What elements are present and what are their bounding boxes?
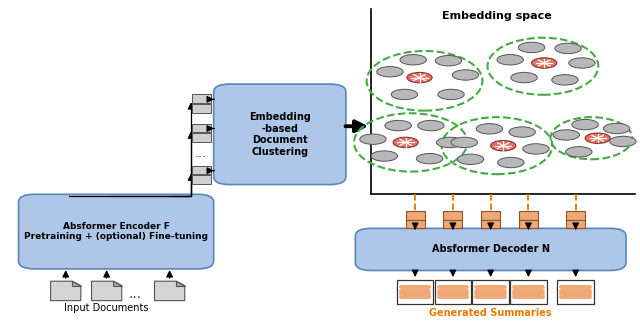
FancyBboxPatch shape: [472, 280, 509, 304]
Polygon shape: [51, 281, 81, 301]
Ellipse shape: [438, 89, 464, 100]
Ellipse shape: [458, 154, 484, 164]
Text: ...: ...: [129, 287, 141, 301]
FancyBboxPatch shape: [444, 212, 462, 220]
Ellipse shape: [532, 58, 557, 68]
FancyBboxPatch shape: [406, 212, 424, 220]
FancyBboxPatch shape: [557, 280, 594, 304]
FancyBboxPatch shape: [481, 220, 500, 228]
Ellipse shape: [400, 55, 426, 65]
Polygon shape: [92, 281, 122, 301]
Ellipse shape: [385, 120, 412, 131]
Ellipse shape: [610, 136, 636, 146]
Ellipse shape: [393, 137, 419, 147]
FancyBboxPatch shape: [481, 212, 500, 220]
Ellipse shape: [491, 141, 516, 151]
Ellipse shape: [585, 133, 611, 144]
Ellipse shape: [417, 153, 443, 164]
FancyBboxPatch shape: [191, 104, 211, 112]
Text: Embedding
-based
Document
Clustering: Embedding -based Document Clustering: [249, 112, 310, 157]
FancyBboxPatch shape: [191, 124, 211, 132]
Text: ...: ...: [195, 147, 207, 160]
Ellipse shape: [418, 120, 444, 131]
FancyBboxPatch shape: [191, 166, 211, 174]
Text: Embedding space: Embedding space: [442, 11, 552, 21]
Ellipse shape: [377, 67, 403, 77]
Ellipse shape: [569, 58, 595, 68]
FancyBboxPatch shape: [397, 280, 433, 304]
FancyBboxPatch shape: [566, 220, 585, 228]
Text: Absformer Encoder F
Pretraining + (optional) Fine-tuning: Absformer Encoder F Pretraining + (optio…: [24, 222, 208, 241]
Polygon shape: [72, 281, 81, 285]
Ellipse shape: [360, 134, 386, 145]
Ellipse shape: [604, 123, 630, 134]
Ellipse shape: [511, 72, 537, 83]
FancyBboxPatch shape: [435, 280, 471, 304]
FancyBboxPatch shape: [191, 176, 211, 184]
FancyBboxPatch shape: [191, 133, 211, 142]
FancyBboxPatch shape: [519, 220, 538, 228]
FancyBboxPatch shape: [519, 212, 538, 220]
Ellipse shape: [435, 56, 461, 66]
FancyBboxPatch shape: [566, 212, 585, 220]
Ellipse shape: [497, 157, 524, 168]
Ellipse shape: [476, 124, 502, 134]
FancyBboxPatch shape: [355, 228, 626, 270]
Ellipse shape: [371, 151, 397, 161]
FancyBboxPatch shape: [19, 194, 214, 269]
Ellipse shape: [518, 42, 545, 53]
Ellipse shape: [553, 130, 579, 140]
Ellipse shape: [572, 119, 598, 130]
Text: Generated Summaries: Generated Summaries: [429, 308, 552, 318]
FancyBboxPatch shape: [214, 84, 346, 184]
Polygon shape: [113, 281, 122, 285]
Ellipse shape: [452, 70, 479, 80]
Ellipse shape: [436, 137, 463, 147]
Polygon shape: [154, 281, 185, 301]
Ellipse shape: [391, 89, 418, 100]
Ellipse shape: [497, 55, 524, 65]
FancyBboxPatch shape: [191, 95, 211, 103]
Ellipse shape: [566, 146, 592, 157]
Text: Absformer Decoder N: Absformer Decoder N: [431, 244, 550, 254]
FancyBboxPatch shape: [510, 280, 547, 304]
Ellipse shape: [523, 144, 549, 154]
FancyBboxPatch shape: [444, 220, 462, 228]
FancyBboxPatch shape: [406, 220, 424, 228]
Ellipse shape: [451, 137, 477, 147]
Text: Input Documents: Input Documents: [65, 303, 149, 313]
Ellipse shape: [509, 127, 536, 137]
Ellipse shape: [552, 75, 578, 85]
Polygon shape: [176, 281, 185, 285]
Ellipse shape: [555, 43, 581, 54]
Ellipse shape: [407, 72, 432, 83]
